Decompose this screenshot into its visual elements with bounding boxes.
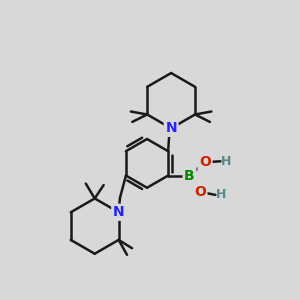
Text: N: N [165, 121, 177, 135]
Text: N: N [113, 205, 124, 219]
Text: H: H [216, 188, 226, 201]
Text: H: H [220, 155, 231, 168]
Text: O: O [199, 155, 211, 169]
Text: B: B [184, 169, 195, 183]
Text: O: O [194, 185, 206, 199]
